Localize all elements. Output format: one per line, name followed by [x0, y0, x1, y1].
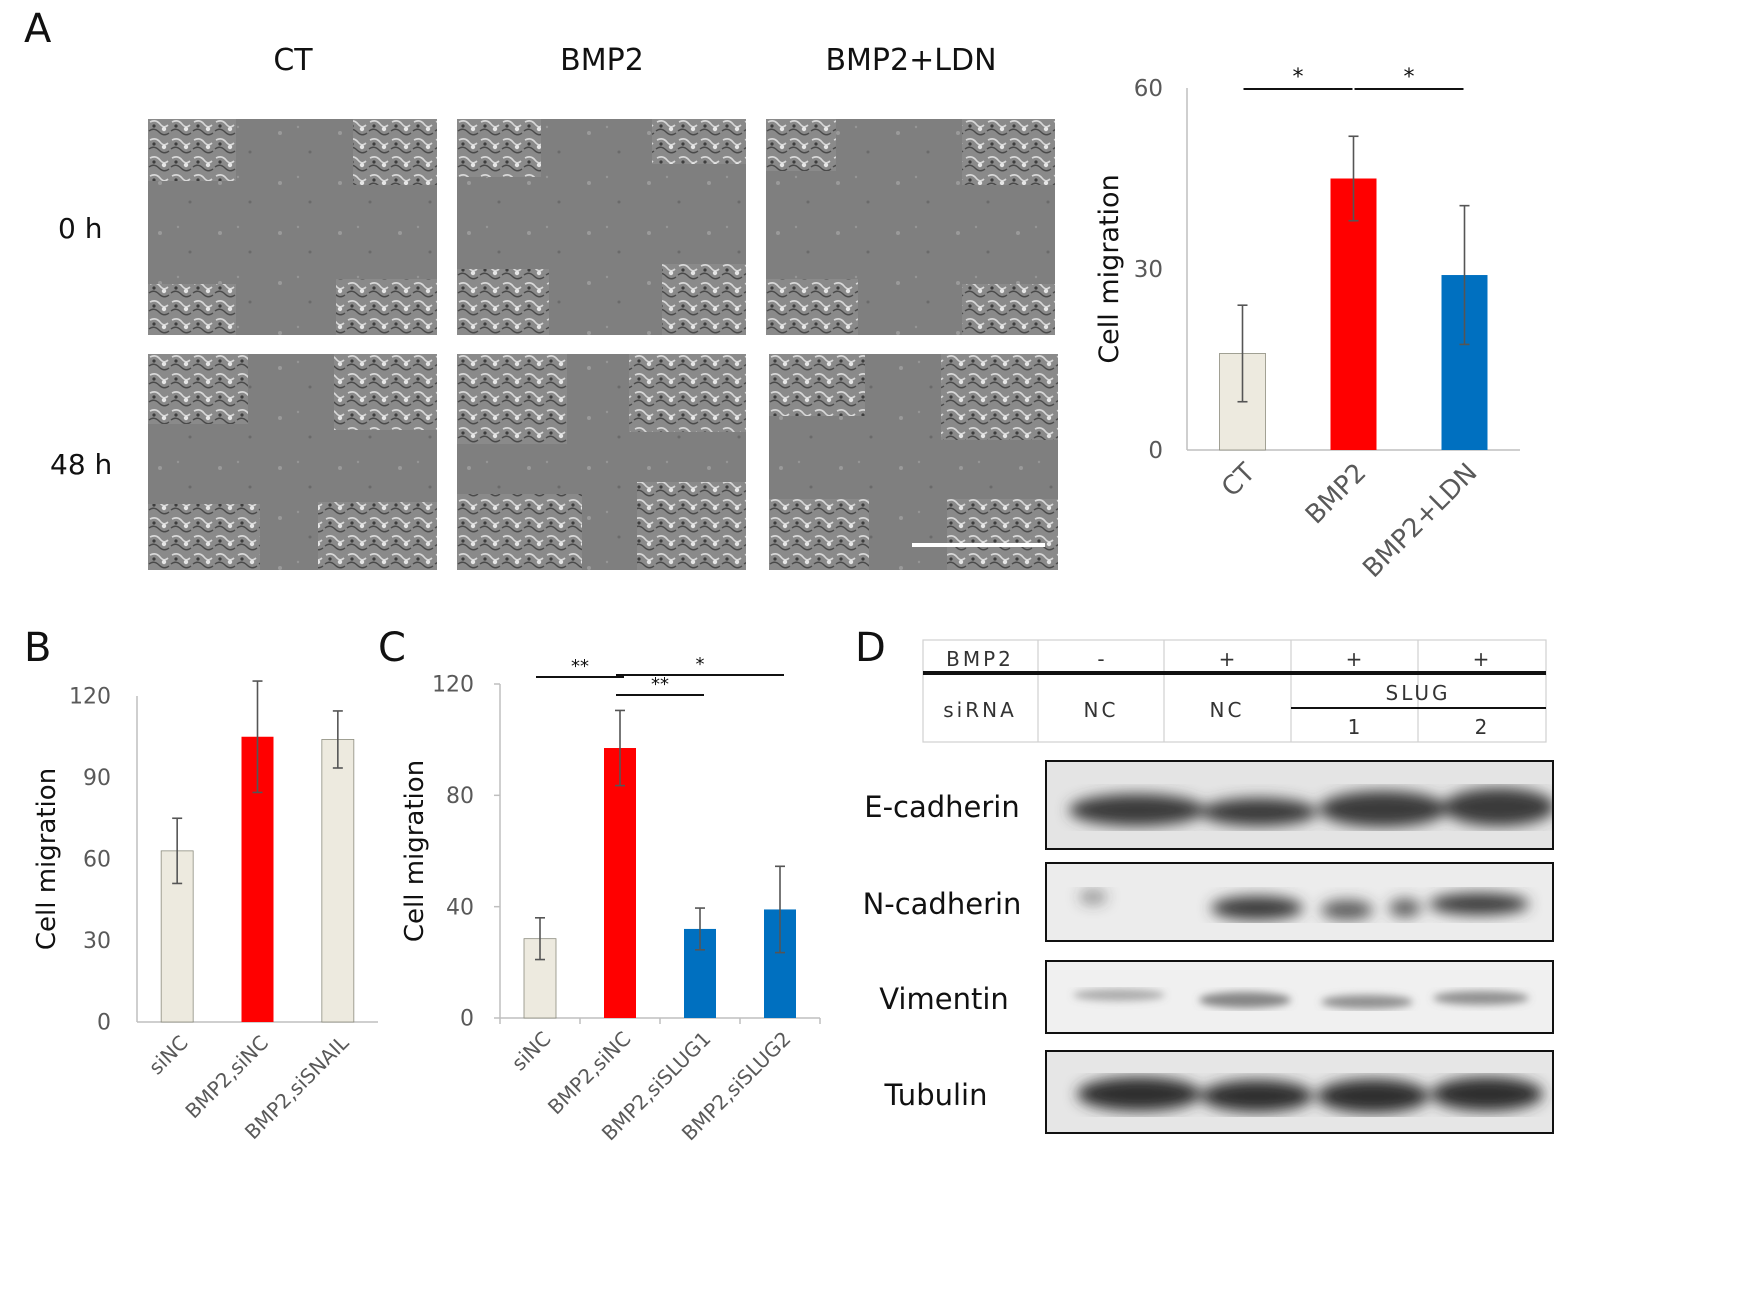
- y-tick-label: 90: [83, 766, 111, 791]
- x-category-label: BMP2+LDN: [1357, 458, 1483, 584]
- row-header-48h: 48 h: [50, 448, 113, 481]
- y-tick-label: 0: [460, 1007, 474, 1032]
- micrograph-ct-0h: [148, 119, 437, 335]
- y-tick-label: 120: [69, 685, 111, 710]
- table-sirna-value-2: NC: [1210, 698, 1245, 722]
- y-tick-label: 60: [83, 848, 111, 873]
- panel-letter-a: A: [24, 6, 52, 52]
- blot-tubulin: [1045, 1050, 1554, 1134]
- significance-label: **: [651, 674, 669, 695]
- x-category-label: siNC: [144, 1031, 193, 1080]
- table-sirna-value-1: NC: [1084, 698, 1119, 722]
- micrograph-bmp2-48h: [457, 354, 746, 570]
- table-bmp2-value-3: +: [1346, 647, 1363, 671]
- panel-letter-c: C: [378, 625, 406, 671]
- significance-label: *: [1404, 65, 1415, 90]
- column-header-bmp2-ldn: BMP2+LDN: [825, 43, 997, 78]
- micrograph-ct-48h: [148, 354, 437, 570]
- y-tick-label: 60: [1134, 76, 1163, 102]
- blot-n-cadherin: [1045, 862, 1554, 942]
- bar: [604, 748, 636, 1018]
- y-tick-label: 0: [1148, 438, 1163, 464]
- micrograph-bmp2-0h: [457, 119, 746, 335]
- significance-label: *: [696, 654, 705, 675]
- y-axis-label: Cell migration: [1094, 174, 1125, 363]
- y-tick-label: 0: [97, 1011, 111, 1036]
- blot-condition-table: BMP2 - + + + siRNA NC NC SLUG 1 2: [922, 639, 1547, 743]
- table-slug-label: SLUG: [1386, 681, 1451, 705]
- panel-letter-b: B: [24, 625, 52, 671]
- table-bmp2-label: BMP2: [946, 647, 1014, 671]
- table-slug-number-1: 1: [1348, 715, 1361, 739]
- table-sirna-label: siRNA: [943, 698, 1017, 722]
- micrograph-bmp2-ldn-48h: [769, 354, 1058, 570]
- table-slug-number-2: 2: [1475, 715, 1488, 739]
- column-header-bmp2: BMP2: [560, 43, 644, 78]
- significance-label: **: [571, 656, 589, 677]
- column-header-ct: CT: [273, 43, 313, 78]
- table-bmp2-value-2: +: [1219, 647, 1236, 671]
- y-tick-label: 120: [432, 673, 474, 698]
- x-category-label: siNC: [507, 1027, 556, 1076]
- x-category-label: CT: [1216, 458, 1261, 503]
- y-tick-label: 80: [446, 784, 474, 809]
- blot-label-n-cadherin: N-cadherin: [862, 887, 1022, 921]
- micrograph-bmp2-ldn-0h: [766, 119, 1055, 335]
- significance-label: *: [1293, 65, 1304, 90]
- panel-letter-d: D: [855, 625, 886, 671]
- bar: [1330, 178, 1377, 450]
- x-category-label: BMP2: [1300, 458, 1372, 530]
- table-bmp2-value-1: -: [1097, 647, 1104, 671]
- blot-label-vimentin: Vimentin: [879, 982, 1009, 1016]
- y-tick-label: 30: [83, 929, 111, 954]
- y-tick-label: 30: [1134, 257, 1163, 283]
- blot-e-cadherin: [1045, 760, 1554, 850]
- bar: [321, 739, 355, 1023]
- blot-label-tubulin: Tubulin: [884, 1078, 988, 1112]
- table-bmp2-value-4: +: [1473, 647, 1490, 671]
- blot-vimentin: [1045, 960, 1554, 1034]
- row-header-0h: 0 h: [58, 212, 103, 245]
- y-axis-label: Cell migration: [32, 768, 62, 950]
- y-axis-label: Cell migration: [400, 760, 430, 942]
- y-tick-label: 40: [446, 895, 474, 920]
- blot-label-e-cadherin: E-cadherin: [864, 790, 1020, 824]
